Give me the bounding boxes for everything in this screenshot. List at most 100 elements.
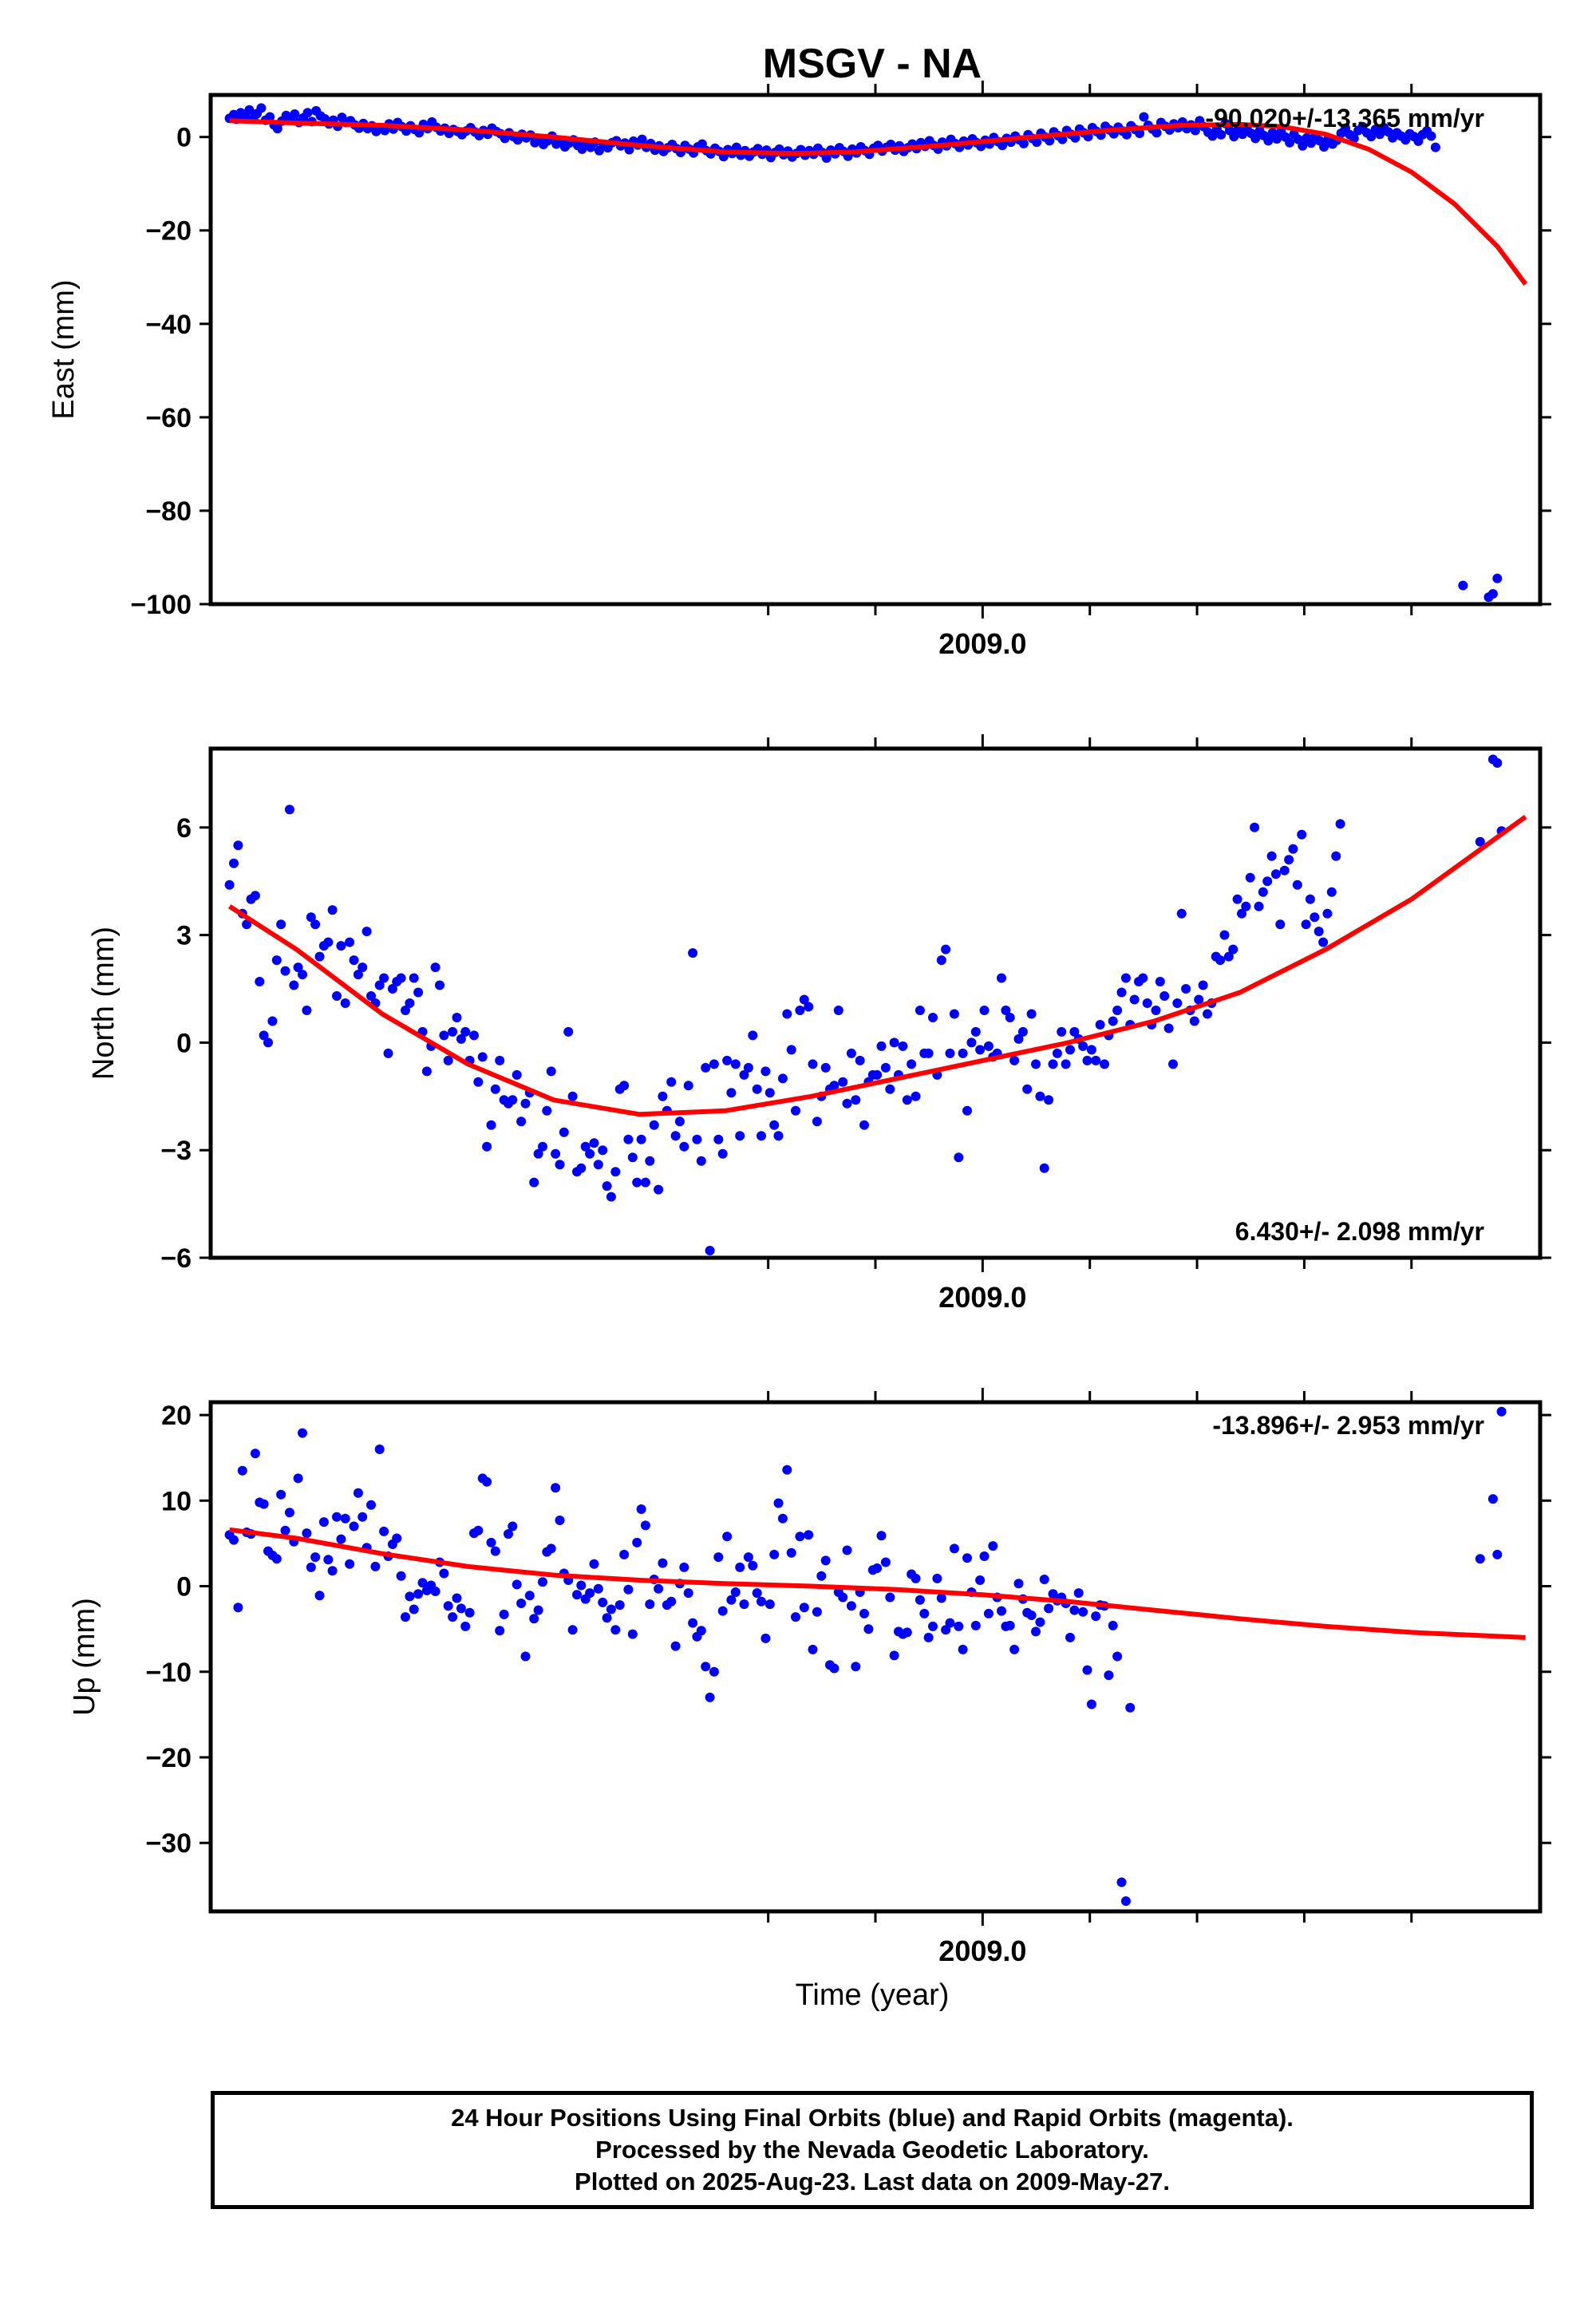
data-point [932,1573,942,1583]
data-point [859,1608,869,1618]
data-point [1228,944,1238,954]
data-point [576,1163,587,1173]
data-point [1335,819,1345,829]
data-point [469,1030,479,1041]
data-point [773,1498,784,1508]
data-point [791,1105,800,1116]
data-point [593,1583,603,1594]
data-point [302,1528,312,1539]
data-point [267,1016,278,1026]
data-point [1292,879,1302,890]
data-point [1366,132,1377,142]
rate-label: -13.896+/- 2.953 mm/yr [1212,1411,1484,1440]
data-point [769,1120,780,1130]
data-point [1181,984,1191,994]
data-point [610,1167,621,1177]
data-point [777,1513,788,1524]
data-point [975,1045,986,1055]
data-point [1496,1406,1507,1417]
data-point [349,955,359,966]
data-point [898,1041,908,1051]
data-point [1475,1554,1485,1564]
data-point [769,1549,780,1559]
data-point [760,1066,771,1077]
data-point [936,1593,946,1603]
data-point [567,1091,578,1101]
data-point [1026,1009,1037,1019]
x-tick-label: 2009.0 [938,627,1026,660]
data-point [327,1566,338,1576]
data-point [799,994,809,1005]
data-point [1306,138,1316,148]
data-point [1272,134,1282,144]
data-point [233,1603,243,1613]
data-point [242,919,252,930]
data-point [490,1546,500,1556]
data-point [401,1612,410,1622]
data-point [880,1557,891,1567]
data-point [589,1138,599,1148]
data-point [439,1030,449,1041]
data-point [795,1531,805,1542]
data-point [804,1530,814,1540]
x-tick-label: 2009.0 [938,1935,1026,1967]
data-point [439,1568,449,1579]
data-point [821,153,832,163]
data-point [889,1037,899,1048]
data-point [872,1069,883,1080]
data-point [340,998,350,1008]
data-point [233,840,243,851]
data-point [272,124,282,134]
data-point [1032,137,1042,148]
data-point [289,980,299,990]
data-point [374,1445,385,1454]
data-point [499,1609,509,1619]
plot-frame [208,93,1543,607]
data-point [705,1246,715,1255]
data-point [979,1551,990,1561]
data-point [730,1587,741,1597]
data-point [237,1465,247,1476]
data-point [298,970,307,980]
data-point [846,1601,856,1611]
data-point [361,927,372,937]
data-point [593,1160,603,1170]
data-point [598,1597,608,1607]
data-point [314,951,325,962]
data-point [1065,1045,1075,1055]
data-point [1129,994,1140,1005]
data-point [250,891,260,901]
data-point [551,1483,561,1493]
data-point [863,1624,874,1634]
data-point [748,1030,758,1041]
data-point [1215,955,1226,966]
data-point [280,966,290,976]
data-point [477,1052,488,1062]
data-point [808,1644,818,1654]
data-point [846,1048,856,1058]
data-point [448,1026,458,1037]
data-point [623,1584,634,1595]
data-point [353,970,363,980]
data-point [636,1134,646,1144]
data-point [739,1599,749,1610]
data-point [820,1062,831,1073]
data-point [842,1545,852,1555]
y-tick-label: −40 [145,310,192,340]
data-point [353,1488,363,1498]
data-point [743,1552,753,1563]
rate-label: -90.020+/-13.365 mm/yr [1205,104,1484,132]
data-point [623,1134,634,1144]
data-point [456,1034,466,1044]
data-point [1319,142,1329,152]
data-point [838,1077,848,1087]
data-point [284,804,294,815]
data-point [504,1529,513,1539]
data-point [293,1473,303,1484]
data-point [752,1588,762,1599]
data-point [1216,129,1227,140]
data-point [508,1095,518,1105]
data-point [1001,1006,1011,1015]
data-point [838,1592,848,1603]
data-point [619,1549,630,1559]
